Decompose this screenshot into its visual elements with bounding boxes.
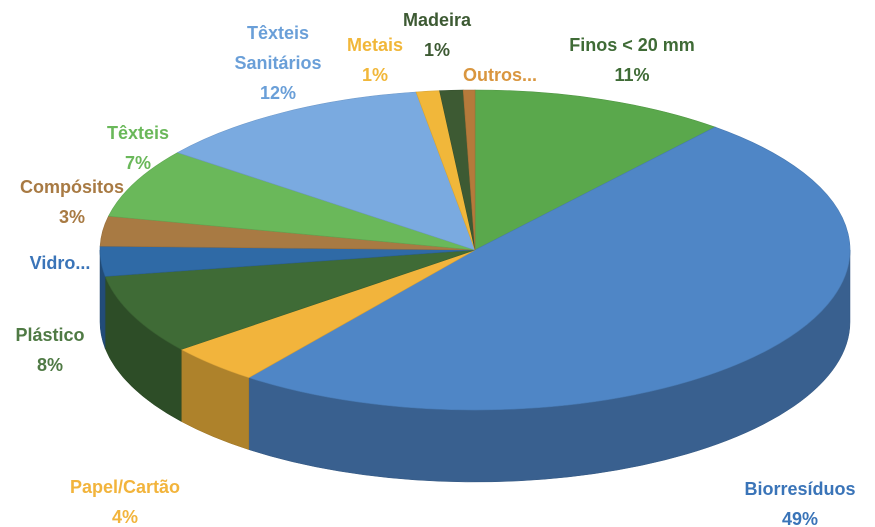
slice-label: Vidro...	[29, 253, 91, 273]
slice-label: Plástico	[15, 325, 85, 345]
slice-value-label: 12%	[259, 83, 297, 103]
slice-label: Madeira	[402, 10, 472, 30]
slice	[176, 91, 476, 251]
slice-label: Têxteis	[106, 123, 170, 143]
slice-label: Biorresíduos	[744, 479, 856, 499]
slice-label: Papel/Cartão	[69, 477, 181, 497]
slice	[104, 249, 476, 350]
slice-label: Metais	[346, 35, 404, 55]
slice-label: Têxteis Sanitários	[234, 23, 322, 73]
slice-label: Compósitos	[19, 177, 125, 197]
slice-value-label: 8%	[36, 355, 64, 375]
slice-value-label: 11%	[614, 65, 650, 85]
slice-value-label: 7%	[124, 153, 152, 173]
slice-label: Outros...	[462, 65, 538, 85]
slice	[108, 152, 476, 251]
slice-value-label: 49%	[781, 509, 819, 527]
slice-label: Finos < 20 mm	[569, 35, 695, 55]
slice-value-label: 4%	[111, 507, 139, 527]
slice-value-label: 1%	[423, 40, 451, 60]
slice-value-label: 3%	[58, 207, 86, 227]
slice	[248, 126, 851, 411]
slice	[462, 89, 476, 251]
slice	[474, 89, 716, 251]
slice-value-label: 1%	[361, 65, 389, 85]
